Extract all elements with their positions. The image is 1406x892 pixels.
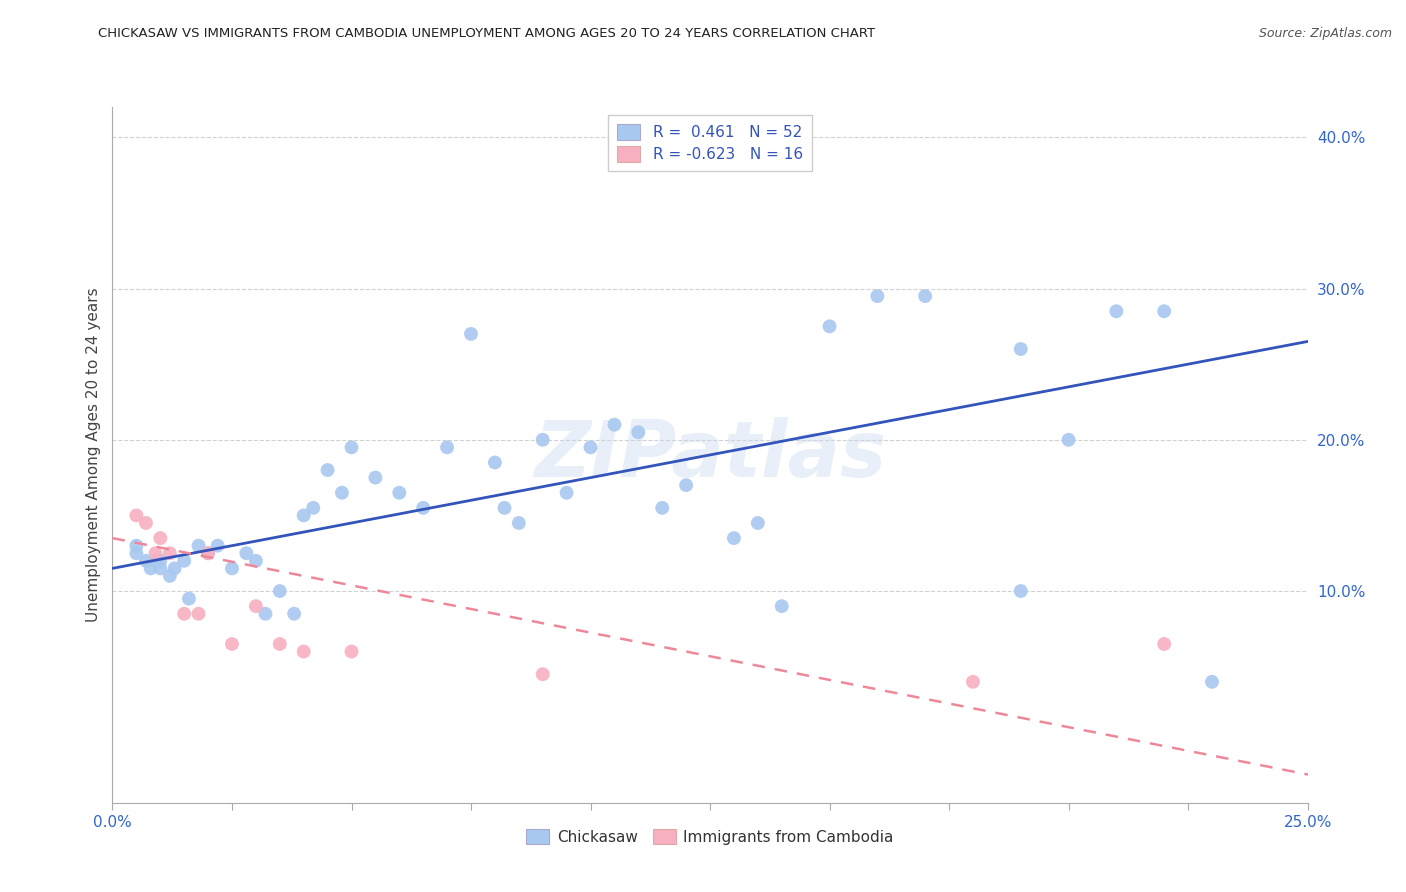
Point xyxy=(1153,304,1175,318)
Point xyxy=(1010,584,1032,599)
Point xyxy=(149,561,172,575)
Y-axis label: Unemployment Among Ages 20 to 24 years: Unemployment Among Ages 20 to 24 years xyxy=(86,287,101,623)
Point xyxy=(292,508,315,523)
Point xyxy=(283,607,305,621)
Point xyxy=(1105,304,1128,318)
Point xyxy=(1057,433,1080,447)
Point xyxy=(221,637,243,651)
Point xyxy=(651,500,673,515)
Point xyxy=(221,561,243,575)
Point xyxy=(1201,674,1223,689)
Point xyxy=(675,478,697,492)
Point xyxy=(460,326,482,341)
Point xyxy=(187,539,209,553)
Point xyxy=(125,546,148,560)
Point xyxy=(818,319,841,334)
Point xyxy=(125,508,148,523)
Point xyxy=(135,516,157,530)
Point xyxy=(962,674,984,689)
Point xyxy=(187,607,209,621)
Point xyxy=(245,599,267,614)
Point xyxy=(254,607,277,621)
Point xyxy=(245,554,267,568)
Point xyxy=(145,554,167,568)
Point xyxy=(159,569,181,583)
Point xyxy=(340,441,363,455)
Point xyxy=(914,289,936,303)
Point xyxy=(135,554,157,568)
Point xyxy=(388,485,411,500)
Point xyxy=(316,463,339,477)
Text: CHICKASAW VS IMMIGRANTS FROM CAMBODIA UNEMPLOYMENT AMONG AGES 20 TO 24 YEARS COR: CHICKASAW VS IMMIGRANTS FROM CAMBODIA UN… xyxy=(98,27,876,40)
Point xyxy=(145,546,167,560)
Point xyxy=(302,500,325,515)
Point xyxy=(292,644,315,658)
Point xyxy=(340,644,363,658)
Point xyxy=(747,516,769,530)
Point xyxy=(173,607,195,621)
Point xyxy=(269,637,291,651)
Text: ZIPatlas: ZIPatlas xyxy=(534,417,886,493)
Point xyxy=(149,531,172,545)
Point xyxy=(173,554,195,568)
Point xyxy=(866,289,889,303)
Point xyxy=(197,546,219,560)
Point xyxy=(207,539,229,553)
Point xyxy=(579,441,602,455)
Point xyxy=(603,417,626,432)
Point xyxy=(163,561,186,575)
Point xyxy=(330,485,353,500)
Legend: R =  0.461   N = 52, R = -0.623   N = 16: R = 0.461 N = 52, R = -0.623 N = 16 xyxy=(609,115,811,171)
Point xyxy=(125,539,148,553)
Point xyxy=(1153,637,1175,651)
Point xyxy=(149,554,172,568)
Point xyxy=(627,425,650,440)
Point xyxy=(723,531,745,545)
Point xyxy=(531,433,554,447)
Point xyxy=(436,441,458,455)
Point xyxy=(508,516,530,530)
Point xyxy=(412,500,434,515)
Point xyxy=(235,546,257,560)
Point xyxy=(177,591,200,606)
Point xyxy=(494,500,516,515)
Point xyxy=(555,485,578,500)
Text: Source: ZipAtlas.com: Source: ZipAtlas.com xyxy=(1258,27,1392,40)
Point xyxy=(531,667,554,681)
Point xyxy=(197,546,219,560)
Point xyxy=(364,470,387,484)
Point xyxy=(269,584,291,599)
Point xyxy=(1010,342,1032,356)
Point xyxy=(139,561,162,575)
Point xyxy=(159,546,181,560)
Point xyxy=(484,455,506,469)
Point xyxy=(770,599,793,614)
